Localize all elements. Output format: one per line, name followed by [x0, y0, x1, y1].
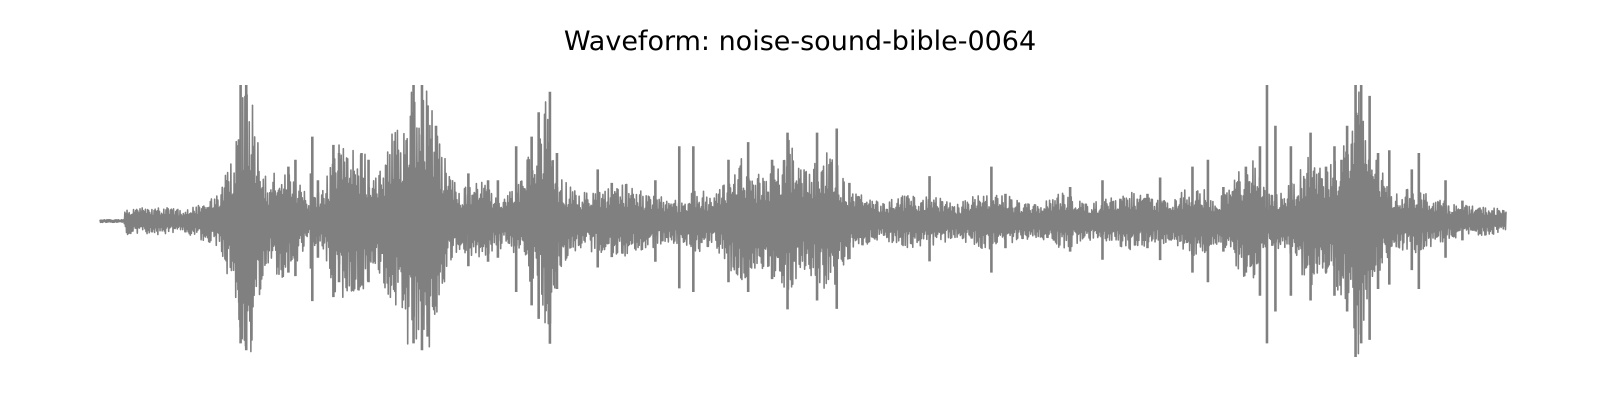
chart-title: Waveform: noise-sound-bible-0064	[563, 26, 1037, 57]
